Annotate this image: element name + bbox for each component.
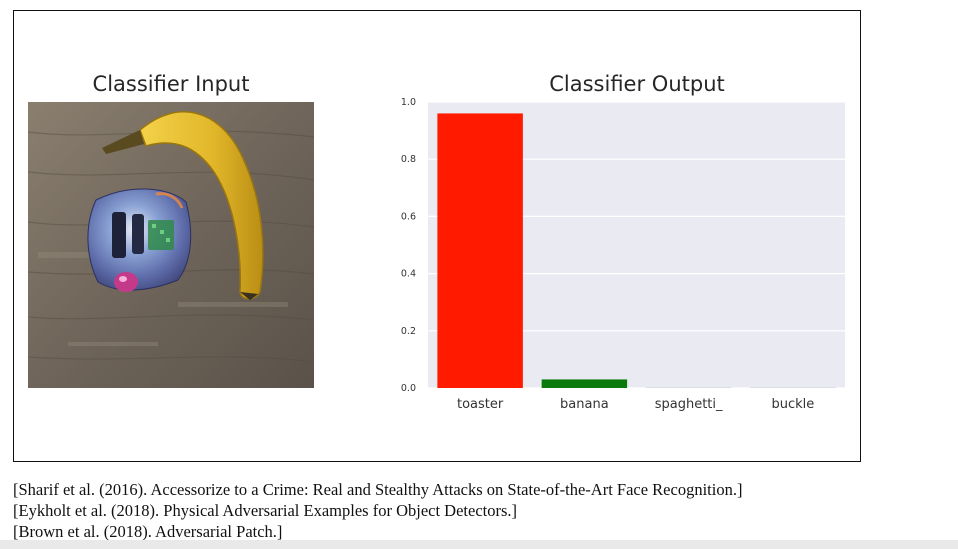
classifier-input-image: [28, 102, 314, 388]
y-tick-label-4: 0.8: [401, 154, 416, 165]
bar-buckle: [750, 387, 836, 388]
x-tick-label-banana: banana: [560, 397, 609, 412]
bottom-shade: [0, 540, 958, 549]
classifier-output-chart: 0.0 0.2 0.4 0.6 0.8 1.0 toaster banana spaghett…: [401, 97, 845, 412]
bar-spaghetti: [645, 387, 732, 388]
reference-brown: [Brown et al. (2018). Adversarial Patch.…: [13, 522, 283, 541]
x-tick-label-toaster: toaster: [457, 397, 504, 412]
classifier-input-title: Classifier Input: [92, 72, 250, 96]
bar-toaster: [437, 113, 523, 388]
reference-sharif: [Sharif et al. (2016). Accessorize to a …: [13, 480, 743, 499]
references: [Sharif et al. (2016). Accessorize to a …: [13, 479, 742, 542]
y-tick-label-5: 1.0: [401, 97, 416, 108]
x-tick-label-buckle: buckle: [771, 397, 814, 412]
y-tick-label-1: 0.2: [401, 326, 416, 337]
classifier-output-title: Classifier Output: [549, 72, 725, 96]
y-tick-label-0: 0.0: [401, 383, 416, 394]
y-tick-label-3: 0.6: [401, 211, 416, 222]
x-tick-label-spaghetti: spaghetti_: [655, 397, 723, 412]
y-tick-label-2: 0.4: [401, 269, 416, 280]
reference-eykholt: [Eykholt et al. (2018). Physical Adversa…: [13, 501, 518, 520]
bar-banana: [541, 379, 628, 388]
